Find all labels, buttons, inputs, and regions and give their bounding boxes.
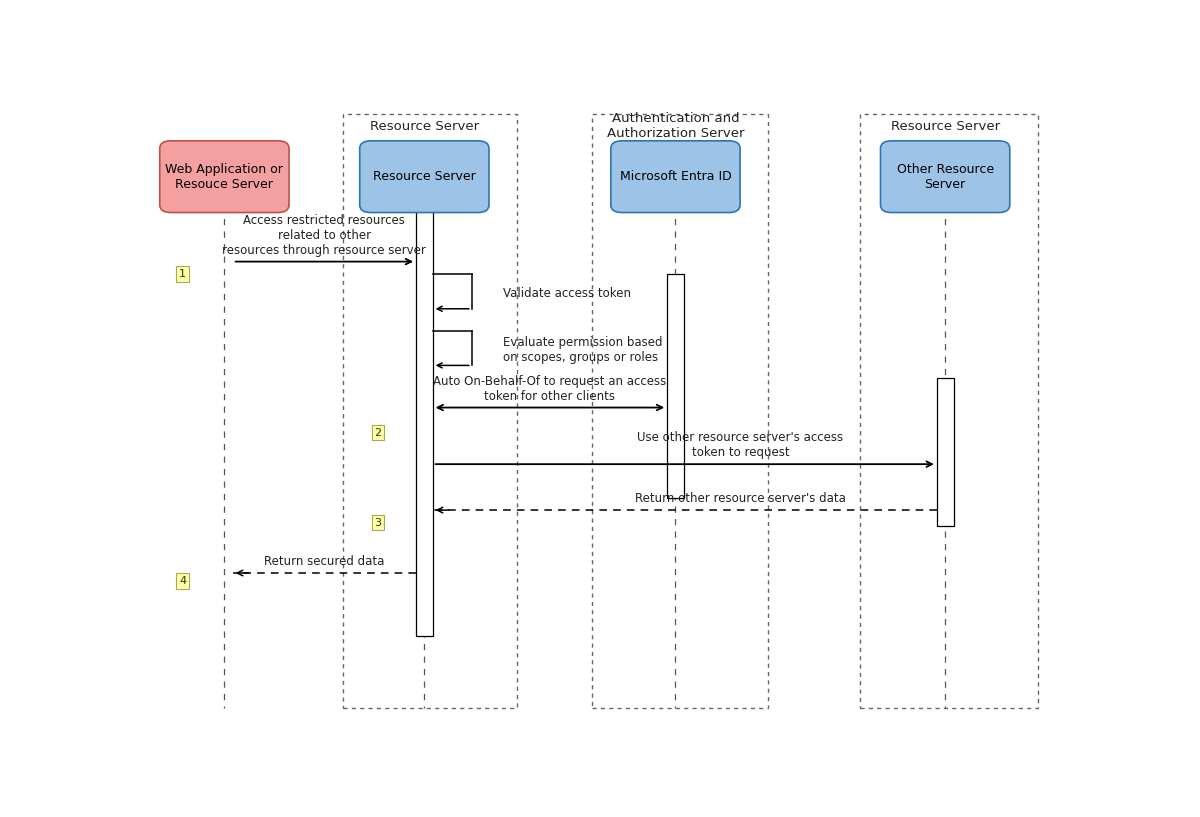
Text: 4: 4 bbox=[179, 576, 186, 586]
Text: Authentication and
Authorization Server: Authentication and Authorization Server bbox=[607, 113, 744, 141]
Text: 2: 2 bbox=[374, 428, 382, 438]
Text: Resource Server: Resource Server bbox=[373, 170, 475, 183]
Text: Validate access token: Validate access token bbox=[504, 287, 631, 300]
Text: Web Application or
Resouce Server: Web Application or Resouce Server bbox=[166, 163, 283, 190]
FancyBboxPatch shape bbox=[160, 141, 289, 212]
Bar bbox=[416, 208, 433, 636]
Text: Other Resource
Server: Other Resource Server bbox=[896, 163, 994, 190]
Text: 1: 1 bbox=[179, 269, 186, 279]
Text: Return other resource server's data: Return other resource server's data bbox=[635, 492, 846, 505]
Text: 3: 3 bbox=[374, 518, 382, 528]
Text: Access restricted resources
related to other
resources through resource server: Access restricted resources related to o… bbox=[222, 213, 426, 257]
Bar bbox=[667, 275, 684, 498]
FancyBboxPatch shape bbox=[881, 141, 1009, 212]
Text: Resource Server: Resource Server bbox=[890, 120, 1000, 133]
FancyBboxPatch shape bbox=[611, 141, 740, 212]
Bar bbox=[592, 114, 768, 708]
Bar bbox=[342, 114, 517, 708]
Text: Microsoft Entra ID: Microsoft Entra ID bbox=[619, 170, 731, 183]
Text: Resource Server: Resource Server bbox=[370, 120, 479, 133]
Bar bbox=[937, 378, 954, 526]
Text: Auto On-Behalf-Of to request an access
token for other clients: Auto On-Behalf-Of to request an access t… bbox=[433, 374, 666, 403]
Text: Use other resource server's access
token to request: Use other resource server's access token… bbox=[637, 431, 844, 459]
FancyBboxPatch shape bbox=[360, 141, 488, 212]
Text: Return secured data: Return secured data bbox=[264, 555, 384, 568]
Text: Evaluate permission based
on scopes, groups or roles: Evaluate permission based on scopes, gro… bbox=[504, 336, 662, 364]
Bar bbox=[859, 114, 1038, 708]
